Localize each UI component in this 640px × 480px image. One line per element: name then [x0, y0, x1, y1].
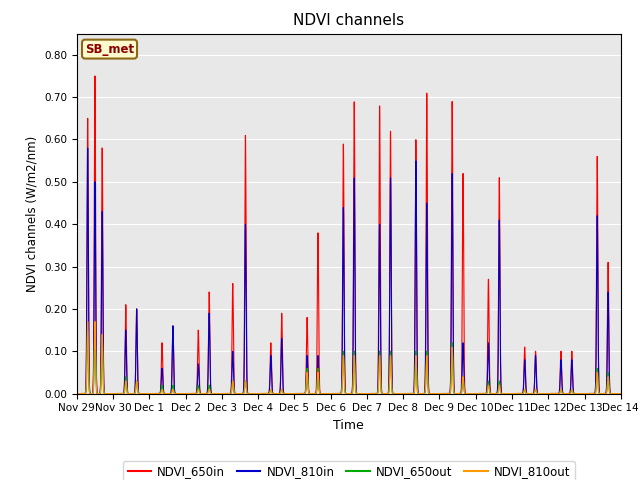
Text: SB_met: SB_met: [85, 43, 134, 56]
Y-axis label: NDVI channels (W/m2/nm): NDVI channels (W/m2/nm): [26, 135, 38, 292]
X-axis label: Time: Time: [333, 419, 364, 432]
Title: NDVI channels: NDVI channels: [293, 13, 404, 28]
Legend: NDVI_650in, NDVI_810in, NDVI_650out, NDVI_810out: NDVI_650in, NDVI_810in, NDVI_650out, NDV…: [123, 461, 575, 480]
